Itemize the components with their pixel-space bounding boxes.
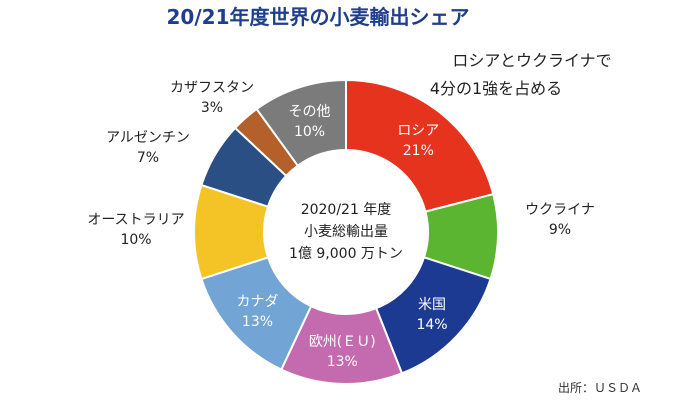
slice-name-8: その他	[289, 104, 331, 120]
slice-name-6: アルゼンチン	[106, 130, 190, 146]
center-label-line-1: 2020/21 年度	[301, 202, 392, 218]
slice-name-7: カザフスタン	[170, 80, 254, 96]
slice-name-5: オーストラリア	[87, 212, 184, 228]
slice-value-3: 13%	[327, 354, 358, 370]
slice-name-4: カナダ	[236, 294, 278, 310]
slice-name-3: 欧州(ＥＵ)	[309, 334, 376, 350]
slice-name-1: ウクライナ	[525, 202, 595, 218]
slice-value-2: 14%	[416, 317, 447, 333]
slice-8	[255, 78, 347, 168]
slice-labels: ロシア 21% ウクライナ 9% 米国 14% 欧州(ＥＵ) 13% カナダ 13% オーストラリア…	[87, 80, 595, 370]
slice-name-0: ロシア	[397, 123, 439, 139]
slice-value-1: 9%	[549, 222, 571, 238]
slice-value-7: 3%	[201, 100, 223, 116]
slice-name-2: 米国	[418, 297, 446, 313]
center-label-line-3: 1億 9,000 万トン	[289, 246, 403, 262]
slice-value-8: 10%	[294, 124, 325, 140]
slice-value-6: 7%	[137, 150, 159, 166]
pie-slices	[192, 78, 499, 385]
slice-value-5: 10%	[120, 232, 151, 248]
slice-value-4: 13%	[242, 314, 273, 330]
source-note: 出所：ＵＳＤＡ	[558, 381, 642, 395]
annotation-line-1: ロシアとウクライナで	[452, 51, 611, 70]
slice-value-0: 21%	[403, 143, 434, 159]
annotation-line-2: 4分の1強を占める	[430, 79, 562, 98]
chart-title: 20/21年度世界の小麦輸出シェア	[167, 5, 470, 29]
center-label-line-2: 小麦総輸出量	[304, 224, 388, 240]
slice-0	[345, 78, 495, 213]
